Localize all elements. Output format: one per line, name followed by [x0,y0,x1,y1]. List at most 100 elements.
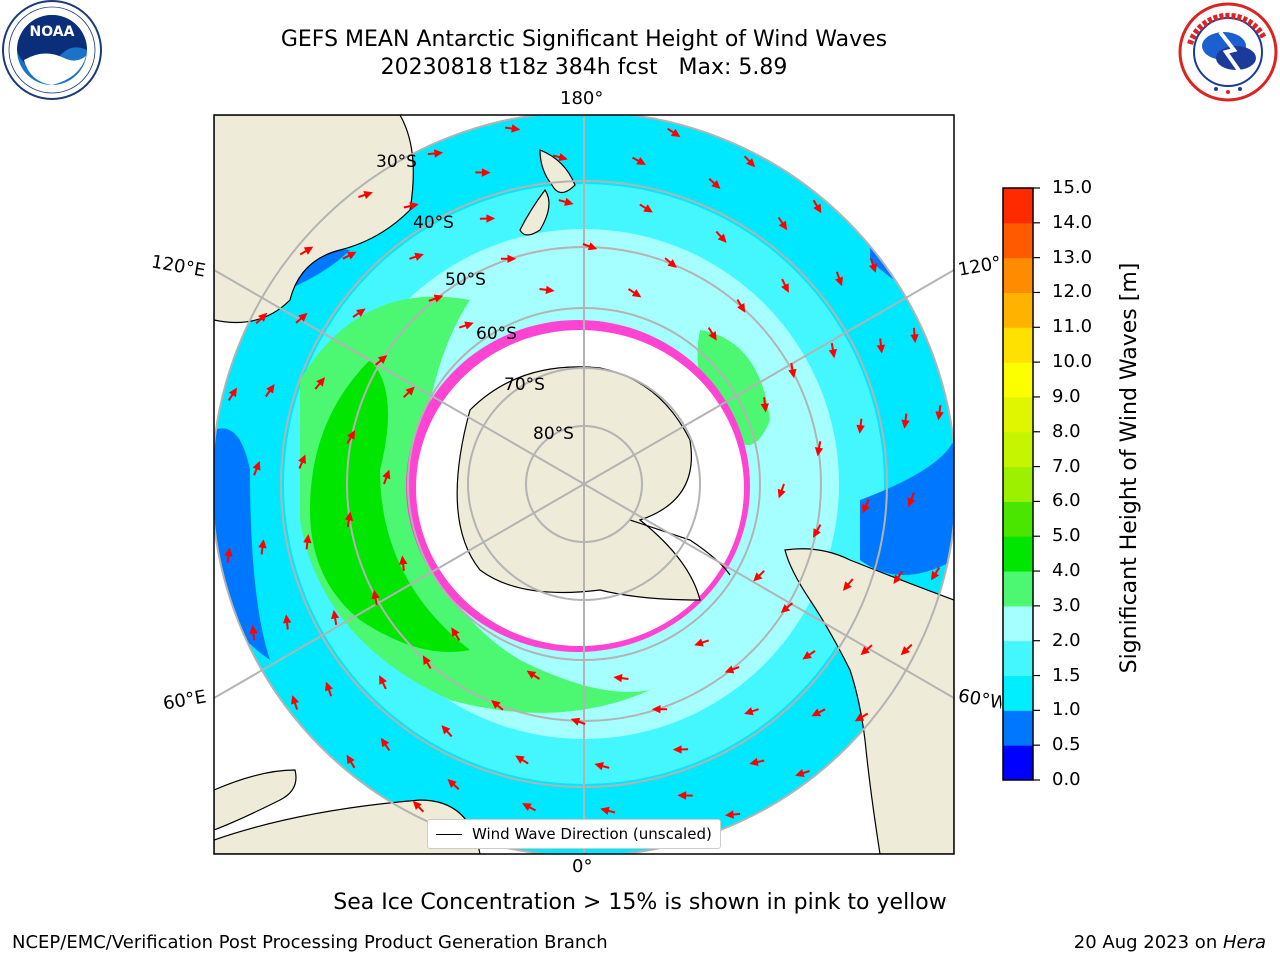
wind-wave-arrow [667,127,681,138]
footer-timestamp: 20 Aug 2023 on Hera [1074,932,1266,953]
colorbar-segment [1003,536,1033,572]
wind-wave-arrow [860,644,873,656]
wind-wave-arrow [901,413,910,429]
wind-wave-arrow [374,355,388,366]
lon-label-0: 0° [572,856,593,877]
wind-wave-arrow [526,670,541,680]
colorbar-label: Significant Height of Wind Waves [m] [1117,262,1142,674]
wind-wave-arrow [299,246,314,256]
wave-band-blue-e [860,440,954,575]
colorbar-segment [1003,188,1033,224]
colorbar [1002,187,1040,781]
wind-wave-arrow [835,271,843,287]
wind-wave-arrow [399,555,408,571]
wind-wave-arrow [814,441,824,457]
map-legend: Wind Wave Direction (unscaled) [427,819,721,849]
wind-wave-arrow [249,624,258,641]
wind-wave-arrow [856,418,865,434]
wind-wave-arrow [382,469,391,485]
lat-label-70s: 70°S [504,375,545,395]
wind-wave-arrow [282,614,292,630]
wind-wave-arrow [930,567,941,581]
wind-wave-arrow [777,483,786,499]
legend-line-swatch [436,833,462,835]
wind-wave-arrow [627,288,642,298]
colorbar-tick-label: 13.0 [1052,246,1093,268]
wind-wave-arrow [258,539,267,555]
footer-date: 20 Aug 2023 on [1073,932,1223,953]
wind-wave-arrow [558,197,574,206]
wind-wave-arrow [828,343,838,359]
colorbar-tick-label: 14.0 [1052,211,1093,233]
wind-wave-arrow [811,708,826,717]
wind-wave-arrow [842,578,854,591]
colorbar-segment [1003,605,1033,642]
colorbar-tick-label: 11.0 [1052,316,1093,338]
colorbar-tick-label: 1.5 [1052,664,1081,686]
wind-wave-arrows [224,124,944,844]
wind-wave-arrow [724,665,740,674]
meridian-60w [583,483,954,699]
wave-band-bright-green [310,360,470,652]
wind-wave-arrow [910,327,919,344]
colorbar-tickmarks [1033,187,1040,781]
graticule [214,115,954,854]
colorbar-segment [1003,501,1033,537]
meridian-120e [214,269,585,485]
footer-branch: NCEP/EMC/Verification Post Processing Pr… [12,932,608,953]
wind-wave-arrow [441,725,453,738]
wind-wave-arrow [777,216,788,231]
wind-wave-arrow [380,737,391,752]
wind-wave-arrow [447,779,460,791]
wind-wave-arrow [475,168,491,177]
wind-wave-arrow [677,791,693,800]
colorbar-tick-label: 0.0 [1052,769,1081,790]
wind-wave-arrow [379,675,387,690]
svg-text:NOAA: NOAA [30,24,75,40]
map-frame [213,114,955,855]
wind-wave-arrow [781,278,789,293]
wind-wave-arrow [854,712,869,722]
wind-wave-arrow [412,800,425,813]
colorbar-segment [1003,292,1033,328]
colorbar-segment [1003,222,1033,259]
wind-wave-arrow [255,312,268,325]
wind-wave-arrow [594,762,610,771]
wind-wave-arrow [600,806,616,815]
nws-logo [1178,2,1278,102]
wind-wave-arrow [505,124,521,133]
wind-wave-arrow [868,258,878,273]
wind-wave-arrow [715,230,727,243]
colorbar-tick-label: 8.0 [1052,420,1081,442]
wind-wave-arrow [428,294,444,303]
wind-wave-arrow [403,386,415,398]
wind-wave-arrow [290,695,300,710]
wind-wave-arrow [303,534,312,550]
lat-label-30s: 30°S [376,152,417,172]
wind-wave-arrow [522,803,536,812]
wind-wave-arrow [632,156,646,165]
new-zealand-south [519,188,550,236]
wind-wave-arrow [224,547,233,563]
wind-wave-arrow [358,190,373,200]
wind-wave-arrow [707,327,717,341]
wind-wave-arrow [515,755,529,765]
wind-wave-arrow [753,570,765,582]
wind-wave-arrow [325,681,333,697]
lat-label-80s: 80°S [533,424,574,444]
legend-label: Wind Wave Direction (unscaled) [472,825,712,843]
wind-wave-arrow [264,384,275,398]
wind-wave-arrow [539,285,555,295]
wind-wave-arrow [907,492,916,508]
wind-wave-arrow [409,252,424,261]
wind-wave-arrow [422,655,432,670]
wind-wave-arrow [651,705,668,714]
colorbar-tick-label: 2.0 [1052,629,1081,651]
antarctica-landmass [456,366,701,601]
wind-wave-arrow [876,338,886,354]
wind-wave-arrow [639,203,653,213]
colorbar-tick-label: 0.5 [1052,734,1081,756]
wind-wave-arrow [427,149,444,158]
wind-wave-arrow [743,155,756,168]
